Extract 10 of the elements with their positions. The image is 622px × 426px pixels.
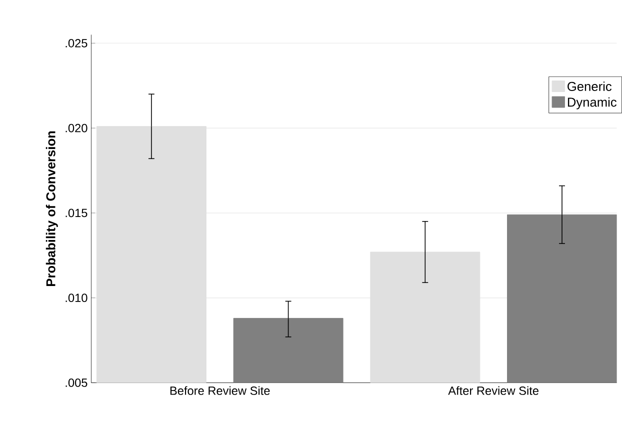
legend-label: Dynamic (568, 97, 617, 110)
y-tick-label: .025 (66, 38, 88, 48)
x-tick-label: After Review Site (448, 386, 538, 395)
y-tick-label: .015 (66, 208, 88, 217)
y-tick-label: .020 (66, 124, 88, 132)
y-axis-title: Probability of Conversion (46, 131, 58, 286)
legend-label: Generic (568, 81, 612, 91)
y-tick-label: .005 (66, 378, 88, 387)
y-tick-label: .010 (66, 293, 88, 302)
x-tick-label: Before Review Site (170, 386, 270, 395)
